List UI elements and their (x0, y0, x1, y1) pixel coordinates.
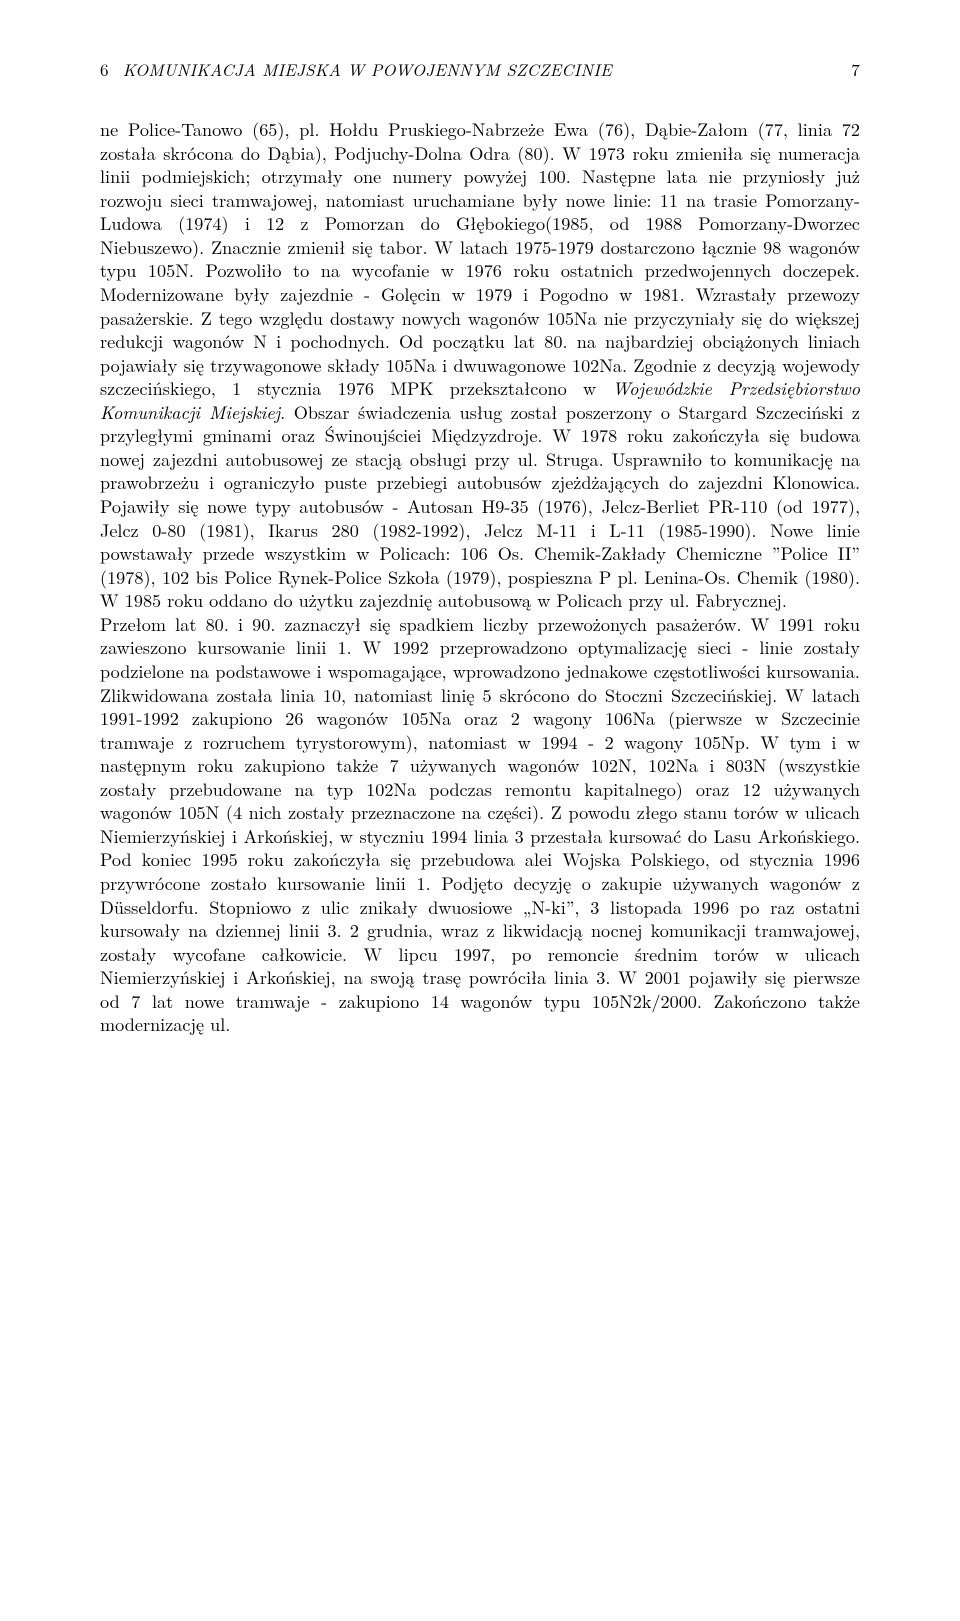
running-head-title: KOMUNIKACJA MIEJSKA W POWOJENNYM SZCZECI… (123, 58, 838, 80)
body-text-segment: ne Police-Tanowo (65), pl. Hołdu Pruskie… (100, 116, 866, 401)
running-head: 6 KOMUNIKACJA MIEJSKA W POWOJENNYM SZCZE… (100, 58, 860, 80)
section-number: 6 (100, 58, 109, 80)
body-paragraph-1: ne Police-Tanowo (65), pl. Hołdu Pruskie… (100, 118, 860, 613)
body-text-segment: . Obszar świadczenia usług został poszer… (100, 399, 866, 614)
page-container: 6 KOMUNIKACJA MIEJSKA W POWOJENNYM SZCZE… (0, 0, 960, 1077)
body-paragraph-2: Przełom lat 80. i 90. zaznaczył się spad… (100, 613, 860, 1037)
body-text-segment: Przełom lat 80. i 90. zaznaczył się spad… (100, 611, 866, 1038)
page-number: 7 (851, 58, 860, 80)
